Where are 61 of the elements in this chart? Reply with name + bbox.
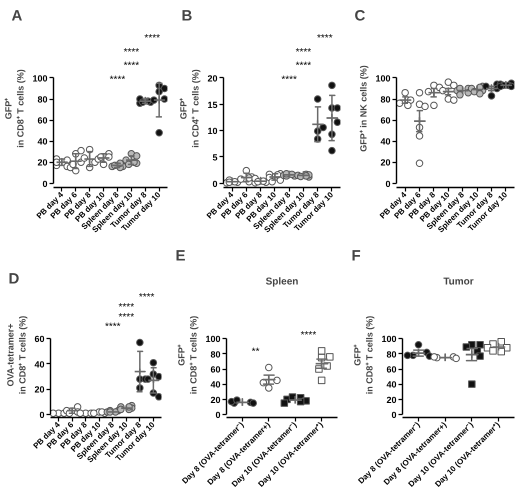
text: **** — [296, 46, 312, 58]
y-tick-label: 100 — [32, 73, 48, 84]
chart-title: E — [176, 248, 186, 264]
y-tick-label: 40 — [34, 359, 45, 370]
chart-subtitle: Tumor — [443, 276, 474, 288]
y-axis-title: OVA-tetramer+ in CD8⁺ T cells (%) — [5, 316, 28, 394]
chart-subtitle: Spleen — [266, 276, 298, 288]
y-tick-label: 0 — [42, 178, 48, 189]
text: **** — [144, 33, 160, 44]
y-axis-title: GFP⁺ in CD8⁺ T cells (%) — [176, 316, 198, 394]
y-axis-title: GFP⁺ in NK cells (%) — [358, 65, 368, 152]
y-tick-label: 0 — [215, 410, 221, 420]
annotation: **** — [110, 74, 126, 86]
y-tick-label: 20 — [380, 158, 391, 168]
chart-title: B — [182, 8, 192, 24]
annotation: **** — [300, 330, 316, 341]
y-tick-label: 100 — [381, 334, 397, 344]
annotation: **** — [281, 74, 298, 86]
y-tick-label: 60 — [34, 334, 45, 344]
y-tick-label: 5 — [212, 152, 218, 162]
y-tick-label: 80 — [380, 94, 391, 105]
text: **** — [118, 302, 134, 313]
text: **** — [138, 292, 154, 304]
y-tick-label: 60 — [210, 364, 221, 375]
y-tick-label: 40 — [386, 380, 397, 390]
text: **** — [317, 33, 333, 44]
y-tick-label: 100 — [205, 334, 221, 344]
y-tick-label: 10 — [207, 126, 218, 136]
y-tick-label: 15 — [207, 100, 218, 110]
y-tick-label: 60 — [37, 116, 48, 126]
text: **** — [124, 60, 140, 72]
y-tick-label: 40 — [380, 136, 391, 147]
y-tick-label: 40 — [210, 380, 221, 390]
y-tick-label: 20 — [207, 73, 218, 84]
y-axis-title: GFP⁺ in CD8⁺ T cells (%) — [352, 316, 374, 394]
y-tick-label: 20 — [210, 394, 221, 405]
y-tick-label: 20 — [37, 158, 48, 168]
y-tick-label: 40 — [37, 136, 48, 147]
text: **** — [104, 322, 121, 333]
chart-title: D — [8, 270, 20, 288]
y-tick-label: 0 — [212, 178, 218, 189]
text: **** — [124, 46, 140, 58]
y-tick-label: 0 — [391, 410, 397, 420]
chart-title: C — [354, 8, 366, 24]
annotation: ** — [252, 346, 260, 358]
y-tick-label: 0 — [39, 410, 45, 420]
y-tick-label: 60 — [380, 116, 391, 126]
text: **** — [296, 60, 312, 72]
y-axis-title: GFP⁺ in CD8⁺ T cells (%) — [3, 69, 26, 148]
chart-title: F — [352, 248, 361, 264]
y-axis-title: GFP⁺ in CD4⁺ T cells (%) — [178, 69, 200, 148]
y-tick-label: 60 — [386, 364, 397, 375]
y-tick-label: 80 — [37, 94, 48, 105]
y-tick-label: 100 — [375, 73, 391, 84]
text: **** — [118, 312, 134, 323]
y-tick-label: 0 — [385, 178, 391, 189]
y-tick-label: 80 — [210, 349, 221, 360]
y-tick-label: 20 — [386, 394, 397, 405]
y-tick-label: 80 — [386, 349, 397, 360]
chart-title: A — [12, 8, 22, 24]
y-tick-label: 20 — [34, 384, 45, 395]
